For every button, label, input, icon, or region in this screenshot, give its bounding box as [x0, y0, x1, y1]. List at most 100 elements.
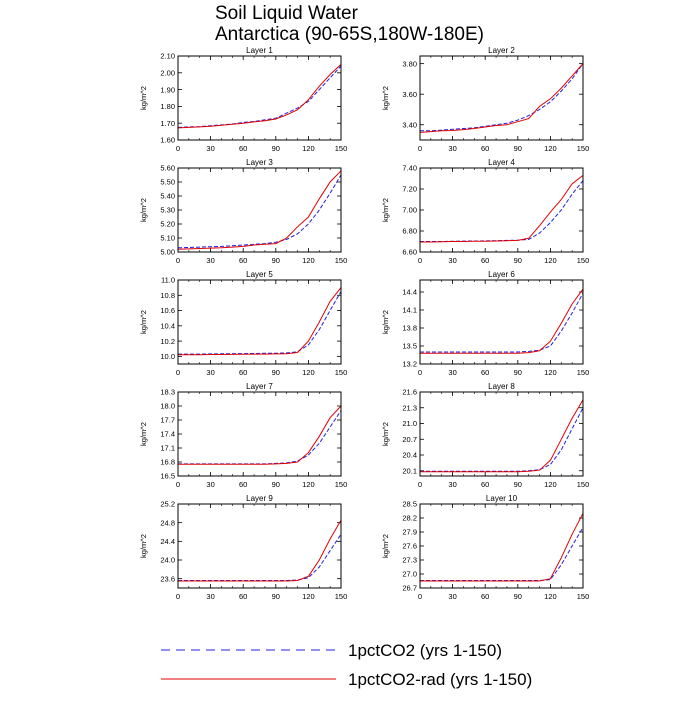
series-line-1pctco2 [178, 534, 341, 581]
y-axis-label: kg/m^2 [139, 422, 148, 446]
y-tick-label: 14.1 [402, 306, 417, 315]
series-line-1pctco2-rad [420, 63, 583, 133]
x-tick-label: 60 [239, 368, 247, 377]
y-tick-label: 17.7 [160, 416, 175, 425]
y-tick-label: 25.2 [160, 500, 175, 509]
y-tick-label: 27.0 [402, 570, 417, 579]
x-tick-label: 120 [544, 592, 557, 601]
x-tick-label: 0 [176, 480, 180, 489]
y-tick-label: 7.00 [402, 206, 417, 215]
y-tick-label: 13.5 [402, 342, 417, 351]
x-tick-label: 120 [544, 480, 557, 489]
chart-panel: Layer 5 kg/m^2 0 30 60 90 120 150 10.0 10.2 10.4 10… [139, 270, 347, 377]
panel-title: Layer 3 [246, 158, 273, 167]
panel-title: Layer 4 [488, 158, 515, 167]
x-tick-label: 30 [448, 144, 456, 153]
y-axis-label: kg/m^2 [139, 310, 148, 334]
y-tick-label: 5.50 [160, 178, 175, 187]
x-tick-label: 60 [239, 480, 247, 489]
y-tick-label: 3.80 [402, 59, 417, 68]
y-tick-label: 14.4 [402, 288, 417, 297]
plot-frame [419, 279, 584, 365]
panel-title: Layer 7 [246, 382, 273, 391]
panel-title: Layer 5 [246, 270, 273, 279]
chart-panel: Layer 10 kg/m^2 0 30 60 90 120 150 26.7 27.0 27.3 2… [381, 494, 589, 601]
series-line-1pctco2 [178, 291, 341, 355]
y-tick-label: 24.0 [160, 556, 175, 565]
series-line-1pctco2 [178, 174, 341, 249]
y-tick-label: 17.4 [160, 430, 175, 439]
y-axis-label: kg/m^2 [381, 198, 390, 222]
y-tick-label: 16.5 [160, 472, 175, 481]
x-tick-label: 120 [544, 256, 557, 265]
series-line-1pctco2 [420, 527, 583, 581]
x-tick-label: 60 [481, 480, 489, 489]
y-tick-label: 7.40 [402, 164, 417, 173]
y-tick-label: 24.4 [160, 537, 175, 546]
x-tick-label: 120 [302, 592, 315, 601]
figure-title-line1: Soil Liquid Water [215, 3, 359, 24]
y-axis-label: kg/m^2 [381, 534, 390, 558]
x-tick-label: 120 [302, 480, 315, 489]
series-line-1pctco2-rad [178, 170, 341, 250]
y-tick-label: 18.3 [160, 388, 175, 397]
x-tick-label: 90 [272, 256, 280, 265]
x-tick-label: 150 [335, 368, 348, 377]
x-tick-label: 150 [577, 368, 590, 377]
plot-frame [177, 503, 342, 589]
y-tick-label: 5.00 [160, 248, 175, 257]
chart-panel: Layer 3 kg/m^2 0 30 60 90 120 150 5.00 5.10 5.20 5.… [139, 158, 347, 265]
x-tick-label: 90 [272, 480, 280, 489]
x-tick-label: 30 [448, 592, 456, 601]
series-line-1pctco2 [420, 180, 583, 242]
plot-frame [419, 503, 584, 589]
x-tick-label: 150 [335, 592, 348, 601]
x-tick-label: 90 [272, 368, 280, 377]
series-line-1pctco2-rad [420, 399, 583, 473]
x-tick-label: 90 [514, 480, 522, 489]
x-tick-label: 150 [335, 256, 348, 265]
figure-title-line2: Antarctica (90-65S,180W-180E) [215, 24, 484, 45]
x-tick-label: 30 [448, 256, 456, 265]
x-tick-label: 30 [206, 256, 214, 265]
y-axis-label: kg/m^2 [381, 310, 390, 334]
y-tick-label: 20.1 [402, 466, 417, 475]
y-tick-label: 10.8 [160, 291, 175, 300]
x-tick-label: 0 [418, 592, 422, 601]
x-tick-label: 0 [418, 144, 422, 153]
plot-frame [419, 391, 584, 477]
y-tick-label: 2.10 [160, 52, 175, 61]
plot-frame [177, 391, 342, 477]
x-tick-label: 0 [418, 368, 422, 377]
legend: 1pctCO2 (yrs 1-150) 1pctCO2-rad (yrs 1-15… [161, 641, 532, 689]
y-tick-label: 21.3 [402, 403, 417, 412]
y-tick-label: 27.3 [402, 556, 417, 565]
y-tick-label: 28.5 [402, 500, 417, 509]
y-tick-label: 27.6 [402, 542, 417, 551]
y-tick-label: 28.2 [402, 514, 417, 523]
chart-panel: Layer 7 kg/m^2 0 30 60 90 120 150 16.5 16.8 17.1 17… [139, 382, 347, 489]
y-tick-label: 10.2 [160, 337, 175, 346]
y-tick-label: 5.30 [160, 206, 175, 215]
series-line-1pctco2 [178, 410, 341, 465]
plot-frame [419, 55, 584, 141]
y-tick-label: 3.40 [402, 120, 417, 129]
y-tick-label: 24.8 [160, 518, 175, 527]
x-tick-label: 120 [302, 144, 315, 153]
series-line-1pctco2-rad [420, 288, 583, 354]
y-tick-label: 13.2 [402, 360, 417, 369]
y-tick-label: 13.8 [402, 324, 417, 333]
x-tick-label: 60 [481, 592, 489, 601]
y-tick-label: 5.60 [160, 164, 175, 173]
series-line-1pctco2-rad [178, 405, 341, 465]
y-tick-label: 1.70 [160, 119, 175, 128]
y-tick-label: 20.7 [402, 435, 417, 444]
x-tick-label: 30 [448, 480, 456, 489]
y-tick-label: 5.20 [160, 220, 175, 229]
chart-panel: Layer 1 kg/m^2 0 30 60 90 120 150 1.60 1.70 1.80 1.… [139, 46, 347, 153]
chart-panel: Layer 8 kg/m^2 0 30 60 90 120 150 20.1 20.4 20.7 21… [381, 382, 589, 489]
x-tick-label: 90 [514, 592, 522, 601]
plot-frame [177, 279, 342, 365]
x-tick-label: 120 [544, 368, 557, 377]
y-tick-label: 26.7 [402, 584, 417, 593]
